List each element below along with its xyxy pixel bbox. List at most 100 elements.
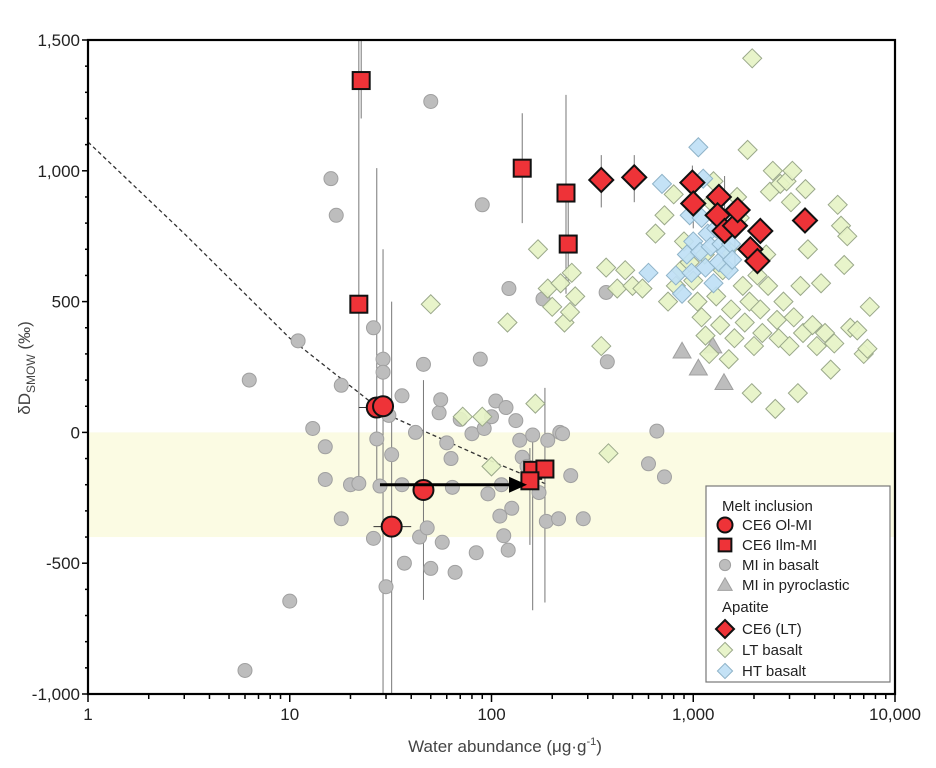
axes-layer: 1 10 100 1,000 10,000 -1,000 -500 0 500 1,000 1,50… (32, 31, 921, 724)
y-tick-label: 500 (52, 293, 80, 312)
point-lt-basalt (757, 275, 779, 297)
legend-group-title-melt-inclusion: Melt inclusion (722, 498, 813, 515)
legend-item-mi-in-basalt: MI in basalt (718, 557, 820, 574)
point-lt-basalt (598, 443, 619, 464)
point-lt-basalt (595, 257, 617, 278)
point-lt-basalt (837, 225, 858, 247)
x-tick-label: 1 (83, 705, 92, 724)
y-tick-label: 0 (71, 423, 80, 442)
point-lt-basalt (632, 278, 653, 299)
point-mi-in-basalt (656, 469, 672, 485)
legend-label: LT basalt (742, 642, 803, 659)
point-mi-in-basalt (525, 427, 541, 443)
point-lt-basalt (452, 406, 473, 427)
point-lt-basalt (542, 296, 563, 318)
legend-marker-diamond-icon (716, 662, 734, 680)
point-mi-in-basalt (396, 555, 412, 571)
point-mi-in-basalt (540, 432, 556, 448)
legend-items: CE6 Ol-MI CE6 Ilm-MI MI in basalt MI in pyr… (714, 516, 850, 680)
points-layer (237, 48, 881, 678)
point-mi-in-basalt (415, 356, 431, 372)
point-ce6-ol-mi (412, 478, 435, 501)
point-lt-basalt (833, 254, 855, 276)
point-ce6-ilm-mi (535, 459, 555, 479)
x-tick-label: 1,000 (672, 705, 715, 724)
point-lt-basalt (497, 312, 518, 333)
y-axis-title: δDSMOW (‰) (15, 321, 38, 414)
point-mi-in-basalt (433, 392, 449, 408)
point-mi-in-basalt (501, 281, 517, 297)
legend-item-ce6-lt: CE6 (LT) (714, 618, 802, 640)
point-ce6-lt (791, 207, 819, 234)
point-mi-in-basalt (369, 431, 385, 447)
point-lt-basalt (810, 273, 832, 294)
point-lt-basalt (802, 314, 823, 336)
legend-label: MI in basalt (742, 557, 820, 574)
point-mi-in-basalt (333, 511, 349, 527)
point-ce6-ilm-mi (512, 158, 532, 178)
point-lt-basalt (709, 314, 731, 336)
legend-item-lt-basalt: LT basalt (716, 641, 803, 659)
point-lt-basalt (765, 398, 786, 420)
point-mi-in-basalt (384, 447, 400, 463)
point-lt-basalt (857, 338, 878, 359)
arrow-layer (379, 476, 528, 493)
point-ht-basalt (651, 173, 673, 195)
point-mi-in-basalt (496, 528, 512, 544)
legend-marker-circle-icon (718, 558, 732, 572)
point-mi-in-basalt (439, 435, 455, 451)
y-tick-label: -500 (46, 554, 80, 573)
point-lt-basalt (750, 299, 771, 320)
point-lt-basalt (420, 294, 441, 315)
point-lt-basalt (732, 275, 753, 297)
point-lt-basalt (762, 160, 784, 182)
point-mi-in-basalt (241, 372, 257, 388)
point-mi-in-basalt (551, 511, 567, 527)
legend-item-ce6-ol-mi: CE6 Ol-MI (716, 516, 812, 534)
point-mi-in-pyroclastic (688, 358, 709, 376)
point-mi-in-basalt (480, 486, 496, 502)
point-mi-in-basalt (575, 511, 591, 527)
point-mi-in-basalt (375, 364, 391, 380)
legend-label: HT basalt (742, 663, 807, 680)
point-mi-in-basalt (317, 471, 333, 487)
point-lt-basalt (527, 239, 549, 260)
point-mi-in-basalt (474, 197, 490, 213)
point-mi-in-basalt (555, 426, 571, 442)
point-ht-basalt (703, 273, 724, 294)
point-mi-in-basalt (512, 432, 528, 448)
point-lt-basalt (797, 239, 819, 260)
legend: Melt inclusion CE6 Ol-MI CE6 Ilm-MI MI in … (705, 485, 891, 683)
x-axis-title: Water abundance (μg·g-1) (408, 736, 602, 756)
legend-marker-triangle-icon (716, 576, 734, 591)
point-mi-in-basalt (305, 420, 321, 436)
point-ce6-ilm-mi (558, 234, 578, 254)
point-lt-basalt (559, 301, 581, 323)
arrow-head (509, 476, 528, 493)
point-lt-basalt (795, 178, 816, 200)
point-mi-in-basalt (431, 405, 447, 421)
point-lt-basalt (550, 273, 571, 294)
point-lt-basalt (773, 291, 794, 312)
point-lt-basalt (847, 320, 868, 341)
point-mi-in-basalt (365, 530, 381, 546)
point-lt-basalt (591, 335, 612, 357)
point-ht-basalt (638, 262, 659, 284)
point-mi-in-basalt (423, 93, 439, 109)
point-mi-in-basalt (317, 439, 333, 455)
point-mi-in-basalt (563, 468, 579, 484)
legend-marker-diamond-icon (716, 641, 734, 659)
point-lt-basalt (645, 223, 666, 244)
point-lt-basalt (657, 291, 679, 312)
point-lt-basalt (695, 325, 716, 346)
point-lt-basalt (706, 286, 727, 307)
legend-item-ht-basalt: HT basalt (716, 662, 807, 680)
point-mi-in-basalt (328, 207, 344, 223)
point-lt-basalt (779, 335, 800, 357)
point-lt-basalt (654, 205, 675, 226)
point-ce6-lt (724, 196, 752, 224)
point-ce6-ol-mi (372, 395, 395, 418)
point-mi-in-basalt (640, 456, 656, 472)
point-lt-basalt (806, 335, 828, 357)
point-ce6-lt (620, 163, 648, 191)
